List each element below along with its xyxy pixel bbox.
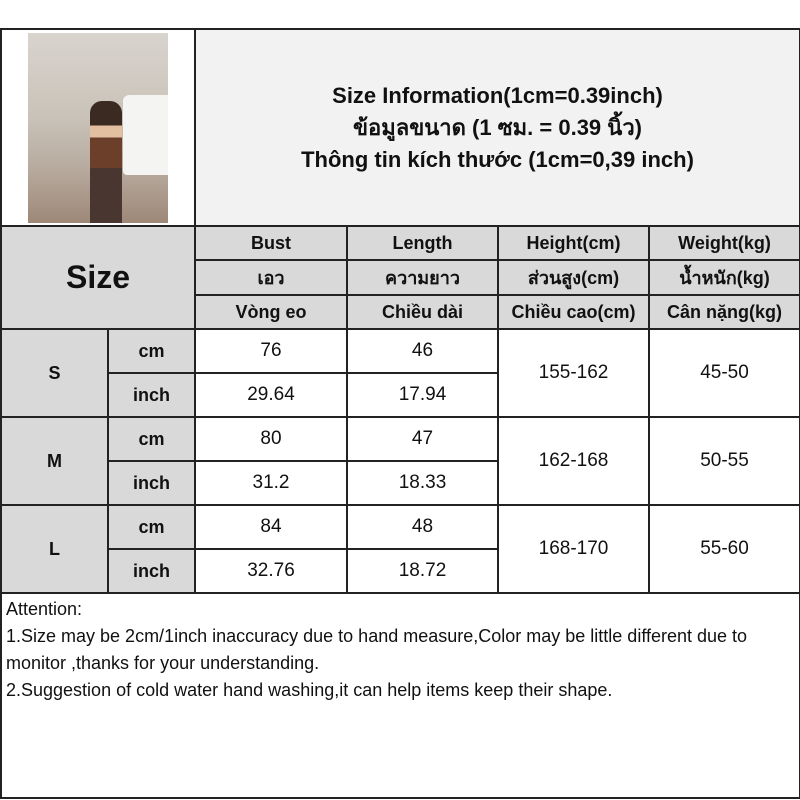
attention-heading: Attention: [6,599,83,619]
length-inch: 18.33 [346,460,499,506]
col-header-vi: Vòng eo [194,294,348,330]
size-header: Size [0,225,196,330]
length-inch: 17.94 [346,372,499,418]
unit-cm: cm [107,504,196,550]
col-header-th: ความยาว [346,259,499,296]
attention-note: 2.Suggestion of cold water hand washing,… [6,680,613,700]
bust-inch: 29.64 [194,372,348,418]
title-english: Size Information(1cm=0.39inch) [332,82,663,108]
height-range: 168-170 [497,504,650,594]
col-header-en: Height(cm) [497,225,650,261]
col-header-vi: Chiều cao(cm) [497,294,650,330]
length-cm: 46 [346,328,499,374]
length-inch: 18.72 [346,548,499,594]
product-photo-cell [0,28,196,227]
bust-cm: 80 [194,416,348,462]
col-header-vi: Chiều dài [346,294,499,330]
bust-inch: 32.76 [194,548,348,594]
weight-range: 55-60 [648,504,800,594]
col-header-en: Length [346,225,499,261]
col-header-th: เอว [194,259,348,296]
attention-note: 1.Size may be 2cm/1inch inaccuracy due t… [6,626,748,673]
size-label: M [0,416,109,506]
unit-inch: inch [107,548,196,594]
col-header-en: Bust [194,225,348,261]
unit-cm: cm [107,328,196,374]
col-header-en: Weight(kg) [648,225,800,261]
col-header-vi: Cân nặng(kg) [648,294,800,330]
unit-cm: cm [107,416,196,462]
col-header-th: น้ำหนัก(kg) [648,259,800,296]
weight-range: 50-55 [648,416,800,506]
height-range: 155-162 [497,328,650,418]
unit-inch: inch [107,460,196,506]
size-label: S [0,328,109,418]
title-cell: Size Information(1cm=0.39inch) ข้อมูลขนา… [194,28,800,227]
title-thai: ข้อมูลขนาด (1 ซม. = 0.39 นิ้ว) [352,114,642,140]
attention-notes: Attention: 1.Size may be 2cm/1inch inacc… [0,592,800,799]
size-chart-table: Size Information(1cm=0.39inch) ข้อมูลขนา… [0,28,800,799]
col-header-th: ส่วนสูง(cm) [497,259,650,296]
weight-range: 45-50 [648,328,800,418]
bust-cm: 84 [194,504,348,550]
bust-cm: 76 [194,328,348,374]
unit-inch: inch [107,372,196,418]
length-cm: 48 [346,504,499,550]
length-cm: 47 [346,416,499,462]
bust-inch: 31.2 [194,460,348,506]
product-photo [28,32,168,223]
title-vietnamese: Thông tin kích thước (1cm=0,39 inch) [301,146,694,172]
size-label: L [0,504,109,594]
height-range: 162-168 [497,416,650,506]
